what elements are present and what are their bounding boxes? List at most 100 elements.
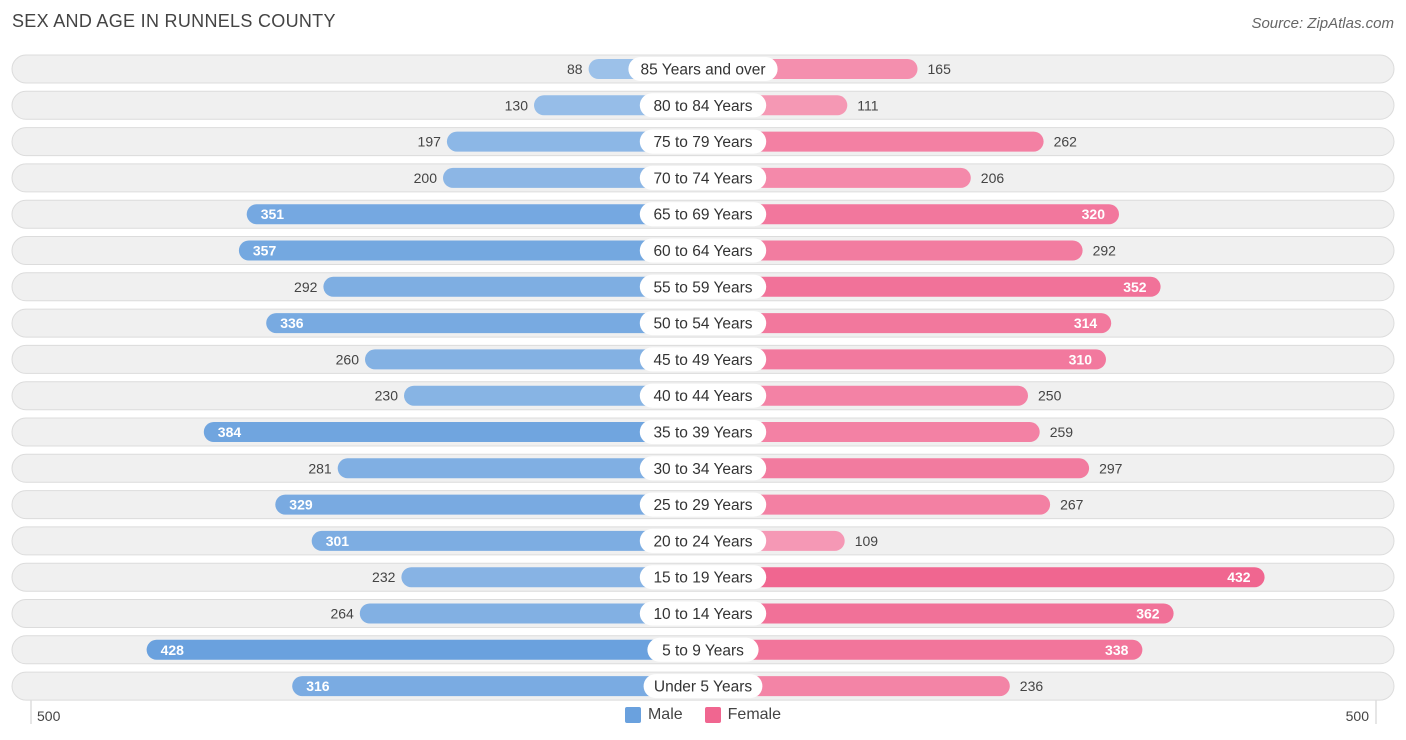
axis-label-right: 500 [1345, 708, 1369, 724]
category-pill [639, 274, 767, 299]
legend-label-male: Male [647, 706, 683, 723]
value-label-female: 362 [1136, 606, 1160, 622]
value-label-female: 259 [1050, 424, 1074, 440]
value-label-male: 130 [505, 97, 529, 113]
category-pill [639, 129, 767, 154]
bar-female [703, 676, 1010, 697]
bar-male [203, 422, 704, 442]
bar-male [292, 676, 703, 697]
bar-male [365, 349, 703, 370]
bar-female [703, 385, 1028, 406]
bar-male [311, 530, 703, 551]
category-pill [639, 456, 767, 481]
category-label: 20 to 24 Years [653, 533, 752, 550]
bar-female [703, 276, 1161, 297]
value-label-male: 264 [330, 606, 354, 622]
category-label: 55 to 59 Years [653, 279, 752, 296]
value-label-male: 301 [326, 533, 350, 549]
value-label-male: 357 [253, 243, 277, 259]
legend: Male Female [0, 706, 1406, 724]
bar-male [238, 240, 703, 261]
value-label-female: 236 [1020, 678, 1044, 694]
value-label-male: 329 [289, 497, 313, 513]
category-pill [643, 674, 763, 699]
category-pill [639, 238, 767, 263]
value-label-male: 197 [418, 134, 442, 150]
category-label: 30 to 34 Years [653, 461, 752, 478]
bar-female [703, 422, 1040, 442]
bar-male [323, 276, 703, 297]
chart-source: Source: ZipAtlas.com [1251, 15, 1394, 32]
legend-label-female: Female [727, 706, 782, 723]
category-pill [639, 383, 767, 408]
category-label: 60 to 64 Years [653, 243, 752, 260]
bar-female [703, 313, 1112, 334]
value-label-female: 352 [1123, 279, 1147, 295]
value-label-female: 292 [1093, 243, 1117, 259]
category-label: 15 to 19 Years [653, 570, 752, 587]
category-label: 65 to 69 Years [653, 207, 752, 224]
category-label: 75 to 79 Years [653, 134, 752, 151]
value-label-male: 281 [308, 460, 332, 476]
bar-male [337, 458, 703, 479]
bar-female [703, 131, 1044, 152]
bar-male [146, 639, 704, 660]
category-label: 45 to 49 Years [653, 352, 752, 369]
category-pill [639, 165, 767, 190]
bar-female [703, 240, 1083, 261]
bar-female [703, 458, 1090, 479]
bar-male [266, 313, 703, 334]
value-label-male: 200 [414, 170, 438, 186]
bar-female [703, 639, 1143, 660]
legend-swatch-female [704, 707, 721, 723]
category-pill [639, 93, 767, 118]
value-label-male: 336 [280, 315, 304, 331]
category-pill [639, 311, 767, 336]
value-label-female: 310 [1069, 351, 1093, 367]
category-pill [628, 57, 778, 81]
legend-item-male[interactable]: Male [624, 706, 683, 724]
bar-male [404, 385, 703, 406]
chart-title: SEX AND AGE IN RUNNELS COUNTY [12, 11, 336, 31]
bar-male [359, 603, 703, 624]
bar-male [275, 494, 703, 515]
value-label-male: 260 [336, 351, 360, 367]
category-label: 50 to 54 Years [653, 316, 752, 333]
bar-female [703, 494, 1051, 515]
value-label-male: 292 [294, 279, 318, 295]
legend-swatch-male [624, 707, 641, 723]
category-label: 85 Years and over [641, 62, 766, 79]
category-label: Under 5 Years [654, 679, 752, 696]
bar-female [703, 204, 1119, 225]
legend-item-female[interactable]: Female [704, 706, 782, 724]
value-label-male: 428 [161, 642, 185, 658]
value-label-female: 250 [1038, 388, 1062, 404]
category-pill [639, 202, 767, 227]
axis-label-left: 500 [37, 708, 61, 724]
value-label-female: 267 [1060, 497, 1084, 513]
value-label-male: 232 [372, 569, 396, 585]
bar-female [703, 167, 971, 188]
value-label-male: 316 [306, 678, 330, 694]
value-label-female: 165 [928, 61, 952, 77]
value-label-female: 206 [981, 170, 1005, 186]
bar-female [703, 567, 1265, 588]
category-pill [639, 420, 767, 444]
bar-male [443, 167, 703, 188]
bar-male [246, 204, 703, 225]
category-pill [647, 637, 759, 662]
category-pill [639, 528, 767, 553]
value-label-female: 262 [1054, 134, 1078, 150]
bar-male [446, 131, 703, 152]
category-label: 40 to 44 Years [653, 388, 752, 405]
value-label-female: 111 [857, 97, 878, 113]
category-pill [639, 565, 767, 590]
category-label: 80 to 84 Years [653, 98, 752, 115]
category-label: 10 to 14 Years [653, 606, 752, 623]
category-label: 25 to 29 Years [653, 497, 752, 514]
value-label-male: 384 [218, 424, 242, 440]
bar-female [703, 349, 1106, 370]
bar-male [401, 567, 703, 588]
value-label-male: 351 [261, 206, 285, 222]
